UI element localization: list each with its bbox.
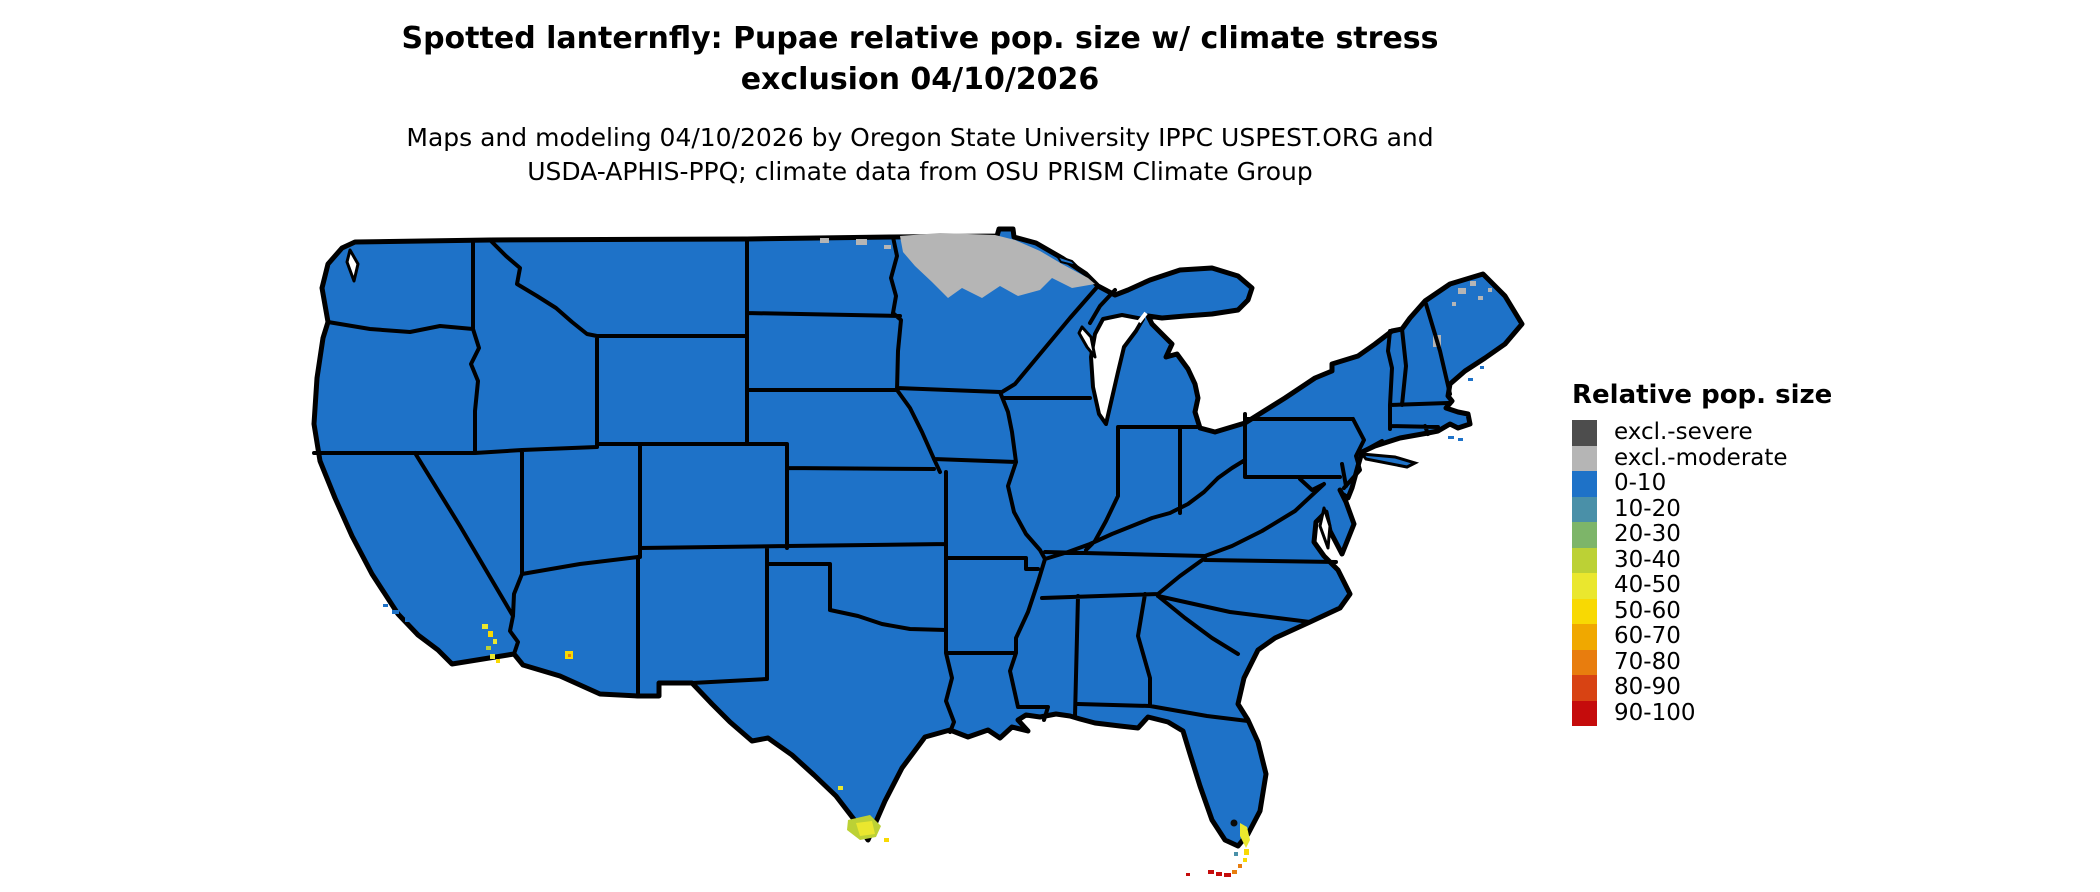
channel-island: [383, 604, 388, 607]
legend-swatch: [1572, 522, 1597, 548]
excluded-speck-maine: [1488, 288, 1492, 292]
nantucket: [1458, 438, 1463, 441]
excluded-region-northern-minnesota: [900, 233, 1095, 298]
excluded-speck-north-dakota: [884, 245, 891, 249]
legend-item-excl-moderate: excl.-moderate: [1572, 444, 1832, 471]
map-subtitle: Maps and modeling 04/10/2026 by Oregon S…: [0, 121, 1840, 189]
excluded-speck-maine: [1452, 302, 1456, 306]
long-island: [1358, 452, 1420, 469]
legend-label: 40-50: [1614, 572, 1681, 598]
legend-item-70-80: 70-80: [1572, 648, 1832, 675]
legend-label: 0-10: [1614, 470, 1667, 496]
us-map: [311, 226, 1525, 877]
legend-swatch: [1572, 496, 1597, 522]
legend-item-0-10: 0-10: [1572, 470, 1832, 497]
legend-swatch: [1572, 471, 1597, 497]
chesapeake-bay: [1318, 506, 1332, 550]
legend-item-90-100: 90-100: [1572, 699, 1832, 726]
legend-label: 90-100: [1614, 699, 1696, 726]
legend-item-10-20: 10-20: [1572, 495, 1832, 522]
hotspot-southern-arizona: [565, 651, 573, 659]
legend-swatch: [1572, 649, 1597, 675]
legend-item-20-30: 20-30: [1572, 521, 1832, 548]
hotspot-southern-california: [482, 624, 500, 663]
isle-royale: [1054, 254, 1081, 268]
channel-island: [392, 610, 399, 614]
maine-coast-island: [1480, 366, 1484, 369]
legend-swatch: [1572, 700, 1597, 726]
legend-item-50-60: 50-60: [1572, 597, 1832, 624]
legend-item-excl-severe: excl.-severe: [1572, 419, 1832, 446]
legend-label: 20-30: [1614, 521, 1681, 547]
map-subtitle-line1: Maps and modeling 04/10/2026 by Oregon S…: [406, 123, 1434, 152]
legend-label: excl.-severe: [1614, 419, 1753, 445]
excluded-speck-maine: [1478, 296, 1483, 300]
excluded-speck-north-dakota: [856, 239, 867, 245]
legend-swatch: [1572, 624, 1597, 650]
legend-swatch: [1572, 420, 1597, 446]
legend-item-60-70: 60-70: [1572, 623, 1832, 650]
conus-land: [311, 226, 1525, 849]
legend-swatch: [1572, 675, 1597, 701]
hotspot-southern-florida: [1186, 823, 1250, 877]
hotspot-southern-texas: [838, 786, 889, 842]
maine-coast-island: [1468, 378, 1473, 381]
legend-items: excl.-severe excl.-moderate 0-10 10-20 20-30…: [1572, 419, 1832, 726]
legend-label: excl.-moderate: [1614, 444, 1788, 471]
legend-label: 80-90: [1614, 674, 1681, 700]
green-bay: [1077, 325, 1097, 359]
legend-swatch: [1572, 445, 1597, 471]
title-block: Spotted lanternfly: Pupae relative pop. …: [0, 18, 1840, 189]
excluded-speck-maine: [1458, 288, 1466, 294]
puget-sound: [345, 248, 360, 283]
legend-label: 70-80: [1614, 648, 1681, 675]
state-borders: [312, 235, 1452, 734]
legend-swatch: [1572, 598, 1597, 624]
map-container: [300, 226, 1560, 890]
excluded-speck-north-dakota: [820, 238, 829, 243]
islands: [383, 254, 1484, 628]
mackinac-strait: [1137, 311, 1148, 324]
legend-label: 50-60: [1614, 597, 1681, 624]
legend: Relative pop. size excl.-severe excl.-mod…: [1572, 380, 1832, 726]
legend-label: 30-40: [1614, 546, 1681, 573]
legend-item-30-40: 30-40: [1572, 546, 1832, 573]
excluded-speck-maine: [1470, 281, 1476, 286]
map-title-line1: Spotted lanternfly: Pupae relative pop. …: [401, 21, 1439, 56]
lake-okeechobee: [1230, 819, 1238, 827]
channel-island: [418, 624, 425, 628]
map-subtitle-line2: USDA-APHIS-PPQ; climate data from OSU PR…: [527, 157, 1313, 186]
legend-swatch: [1572, 547, 1597, 573]
legend-label: 10-20: [1614, 495, 1681, 522]
legend-title: Relative pop. size: [1572, 380, 1833, 410]
marthas-vineyard: [1448, 436, 1454, 439]
legend-item-80-90: 80-90: [1572, 674, 1832, 701]
channel-island: [405, 618, 411, 622]
legend-item-40-50: 40-50: [1572, 572, 1832, 599]
map-title-line2: exclusion 04/10/2026: [740, 62, 1100, 97]
legend-label: 60-70: [1614, 623, 1681, 649]
legend-swatch: [1572, 573, 1597, 599]
